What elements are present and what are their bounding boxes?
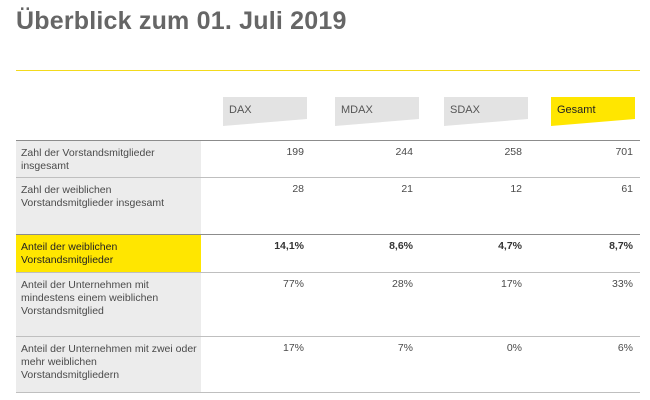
cell-sdax: 12: [510, 183, 522, 195]
header-shape: [551, 97, 635, 126]
table-divider: [16, 140, 640, 141]
row-label: Anteil der Unternehmen mit zwei oder meh…: [16, 337, 201, 392]
row-label: Zahl der weiblichen Vorstandsmitglieder …: [16, 178, 201, 234]
column-header-dax: DAX: [223, 97, 307, 126]
cell-dax: 17%: [282, 342, 304, 354]
cell-gesamt: 6%: [617, 342, 633, 354]
row-label: Anteil der Unternehmen mit mindestens ei…: [16, 273, 201, 336]
column-header-sdax: SDAX: [444, 97, 528, 126]
page-title: Überblick zum 01. Juli 2019: [16, 7, 347, 35]
table-divider: [16, 272, 640, 273]
header-shape: [335, 97, 419, 126]
table-divider: [16, 234, 640, 235]
cell-mdax: 28%: [391, 278, 413, 290]
cell-gesamt: 701: [615, 146, 633, 158]
column-header-gesamt: Gesamt: [551, 97, 635, 126]
cell-dax: 199: [286, 146, 304, 158]
cell-sdax: 0%: [506, 342, 522, 354]
column-header-label: MDAX: [341, 104, 373, 116]
cell-mdax: 21: [401, 183, 413, 195]
row-label-highlight: Anteil der weiblichen Vorstandsmitgliede…: [16, 235, 201, 272]
cell-gesamt: 8,7%: [609, 240, 633, 252]
cell-dax: 28: [292, 183, 304, 195]
cell-dax: 14,1%: [274, 240, 304, 252]
cell-dax: 77%: [282, 278, 304, 290]
cell-gesamt: 61: [621, 183, 633, 195]
table-divider: [16, 177, 640, 178]
column-header-label: Gesamt: [557, 104, 596, 116]
cell-mdax: 7%: [397, 342, 413, 354]
cell-sdax: 258: [504, 146, 522, 158]
header-shape: [223, 97, 307, 126]
title-underline: [16, 70, 640, 71]
cell-gesamt: 33%: [611, 278, 633, 290]
column-header-label: DAX: [229, 104, 252, 116]
cell-sdax: 17%: [500, 278, 522, 290]
table-divider: [16, 336, 640, 337]
column-header-label: SDAX: [450, 104, 480, 116]
cell-mdax: 244: [395, 146, 413, 158]
column-header-mdax: MDAX: [335, 97, 419, 126]
table-divider: [16, 392, 640, 393]
cell-sdax: 4,7%: [498, 240, 522, 252]
header-shape: [444, 97, 528, 126]
row-label: Zahl der Vorstandsmitglieder insgesamt: [16, 141, 201, 177]
cell-mdax: 8,6%: [389, 240, 413, 252]
